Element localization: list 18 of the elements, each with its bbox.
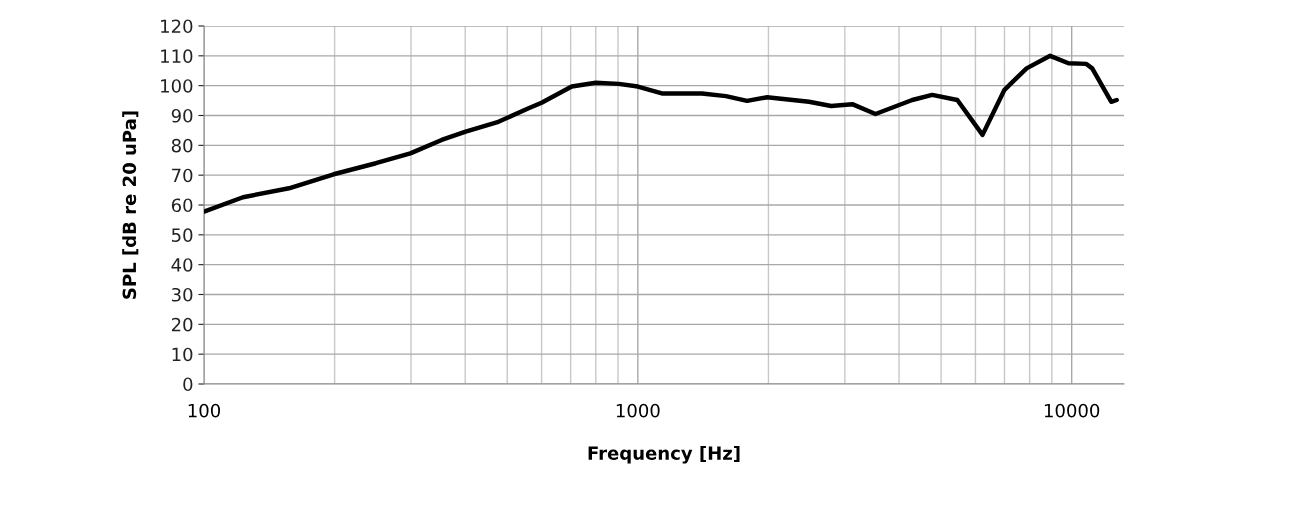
y-tick-label: 110 bbox=[161, 49, 193, 63]
y-tick-label: 20 bbox=[171, 317, 193, 332]
y-tick-label: 30 bbox=[171, 287, 193, 302]
y-tick-label: 120 bbox=[161, 19, 193, 34]
y-tick-label: 10 bbox=[172, 347, 193, 362]
x-tick-label: 100 bbox=[188, 403, 221, 418]
y-tick-label: 50 bbox=[172, 228, 193, 242]
y-tick-label: 0 bbox=[183, 377, 193, 392]
y-tick-label: 80 bbox=[171, 138, 193, 153]
y-axis-title: SPL [dB re 20 uPa] bbox=[122, 111, 139, 299]
y-tick-label: 100 bbox=[161, 79, 193, 93]
y-tick-label: 60 bbox=[171, 198, 193, 213]
x-tick-label: 10000 bbox=[1044, 403, 1100, 418]
x-axis-title: Frequency [Hz] bbox=[588, 445, 740, 464]
y-tick-label: 90 bbox=[171, 108, 193, 123]
y-tick-label: 40 bbox=[171, 258, 193, 272]
y-tick-label: 70 bbox=[172, 168, 193, 183]
x-tick-label: 1000 bbox=[616, 403, 660, 418]
